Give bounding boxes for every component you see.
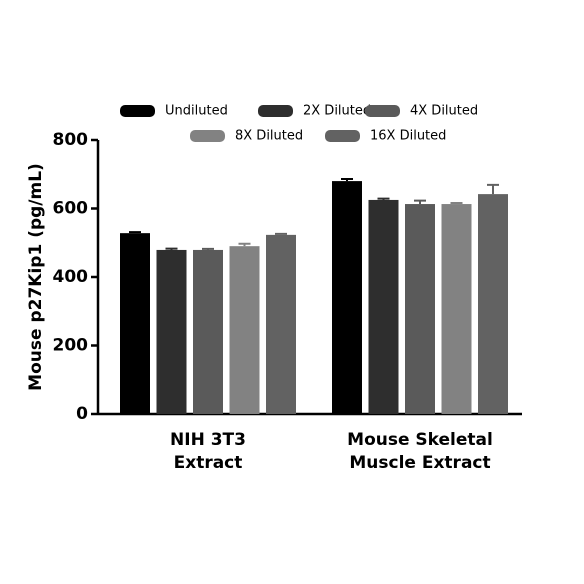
bar bbox=[332, 181, 362, 414]
error-bar bbox=[275, 232, 287, 235]
legend-label: 2X Diluted bbox=[303, 104, 371, 119]
x-tick-label: Extract bbox=[174, 453, 243, 473]
legend-swatch bbox=[258, 105, 293, 117]
bar bbox=[156, 249, 187, 414]
legend-label: 16X Diluted bbox=[370, 129, 446, 144]
legend-label: 8X Diluted bbox=[235, 129, 303, 144]
error-bar bbox=[414, 199, 426, 205]
bar bbox=[229, 246, 260, 414]
y-axis-label: Mouse p27Kip1 (pg/mL) bbox=[26, 163, 46, 391]
bar bbox=[120, 233, 150, 414]
x-tick-label: Muscle Extract bbox=[349, 453, 490, 473]
y-tick-label: 400 bbox=[53, 267, 89, 287]
legend-swatch bbox=[120, 105, 155, 117]
error-bar bbox=[377, 197, 390, 200]
y-tick-label: 200 bbox=[53, 336, 89, 356]
legend-swatch bbox=[190, 130, 225, 142]
error-bar bbox=[202, 247, 214, 250]
y-tick-label: 600 bbox=[53, 199, 89, 219]
error-bar bbox=[341, 178, 353, 182]
error-bar bbox=[487, 183, 499, 195]
legend-swatch bbox=[325, 130, 360, 142]
bar bbox=[405, 204, 435, 414]
error-bar bbox=[129, 231, 141, 234]
x-tick-label: NIH 3T3 bbox=[170, 430, 246, 450]
legend-label: 4X Diluted bbox=[410, 104, 478, 119]
bar bbox=[478, 194, 508, 414]
bar bbox=[441, 204, 472, 414]
bar bbox=[266, 234, 296, 414]
error-bar bbox=[450, 202, 463, 205]
y-tick-label: 0 bbox=[76, 404, 88, 424]
x-tick-label: Mouse Skeletal bbox=[347, 430, 493, 450]
y-tick-label: 800 bbox=[53, 130, 89, 150]
bar bbox=[368, 199, 399, 414]
legend-label: Undiluted bbox=[165, 104, 228, 119]
bar bbox=[193, 249, 223, 414]
legend-swatch bbox=[365, 105, 400, 117]
error-bar bbox=[238, 242, 251, 247]
error-bar bbox=[165, 247, 178, 250]
